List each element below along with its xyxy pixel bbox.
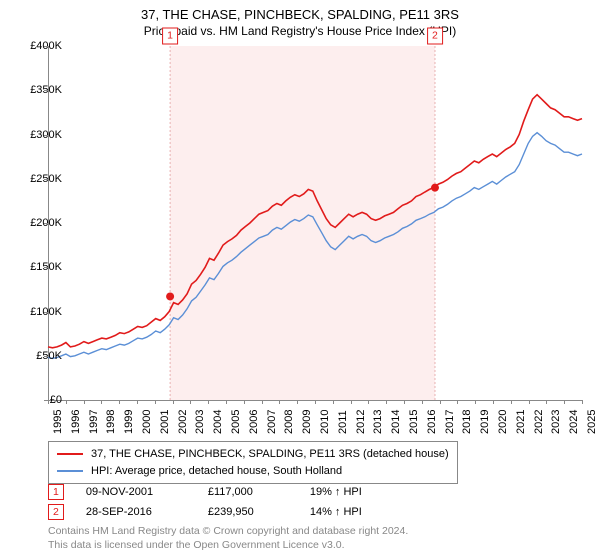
x-axis-tick-label: 2014 [390,410,402,434]
legend-item: HPI: Average price, detached house, Sout… [57,463,449,480]
x-axis-tick-label: 2001 [159,410,171,434]
legend-item: 37, THE CHASE, PINCHBECK, SPALDING, PE11… [57,446,449,463]
x-axis-tick-label: 2006 [248,410,260,434]
transaction-marker: 2 [48,504,64,521]
x-axis-tick-label: 2019 [479,410,491,434]
x-axis-tick-label: 2010 [319,410,331,434]
x-axis-tick-label: 2024 [568,410,580,434]
x-axis-tick-label: 2005 [230,410,242,434]
x-axis-tick-label: 2000 [141,410,153,434]
x-axis-tick-label: 2015 [408,410,420,434]
chart-subtitle: Price paid vs. HM Land Registry's House … [0,24,600,42]
transaction-date: 28-SEP-2016 [86,506,186,518]
x-axis-tick-label: 2013 [372,410,384,434]
transaction-dot [166,292,174,300]
transaction-marker: 1 [162,28,178,45]
x-axis-tick-label: 1995 [52,410,64,434]
x-axis-tick-label: 2025 [586,410,598,434]
x-axis-tick-label: 2009 [301,410,313,434]
x-axis-tick-label: 1996 [70,410,82,434]
x-axis-tick-label: 2002 [177,410,189,434]
y-axis-tick-label: £200K [18,217,62,229]
x-axis-tick-label: 2023 [550,410,562,434]
x-axis-tick-label: 2008 [283,410,295,434]
x-axis-tick-label: 2017 [444,410,456,434]
x-axis-tick-label: 2022 [533,410,545,434]
y-axis-tick-label: £50K [18,350,62,362]
transaction-dot [431,184,439,192]
legend-swatch [57,470,83,472]
transaction-table: 1 09-NOV-2001 £117,000 19% ↑ HPI 2 28-SEP-201… [48,482,400,522]
x-axis-tick-label: 2018 [461,410,473,434]
chart-container: 37, THE CHASE, PINCHBECK, SPALDING, PE11… [0,0,600,560]
x-axis-tick-label: 1997 [88,410,100,434]
footnote-line: This data is licensed under the Open Gov… [48,538,408,552]
x-axis-tick-label: 2021 [515,410,527,434]
footnote: Contains HM Land Registry data © Crown c… [48,524,408,552]
y-axis-tick-label: £300K [18,129,62,141]
y-axis-tick-label: £250K [18,173,62,185]
plot-svg [48,46,582,400]
transaction-price: £117,000 [208,486,288,498]
x-axis-tick-label: 2007 [266,410,278,434]
x-axis-tick-label: 1999 [123,410,135,434]
x-axis-tick-label: 2012 [355,410,367,434]
x-axis-tick-label: 2011 [337,410,349,434]
x-axis-tick-label: 2020 [497,410,509,434]
transaction-date: 09-NOV-2001 [86,486,186,498]
y-axis-tick-label: £350K [18,84,62,96]
y-axis-tick-label: £0 [18,394,62,406]
chart-title: 37, THE CHASE, PINCHBECK, SPALDING, PE11… [0,0,600,24]
transaction-row: 2 28-SEP-2016 £239,950 14% ↑ HPI [48,502,400,522]
x-axis-tick-label: 2016 [426,410,438,434]
transaction-pct: 19% ↑ HPI [310,486,400,498]
transaction-pct: 14% ↑ HPI [310,506,400,518]
x-axis-tick-label: 1998 [105,410,117,434]
legend-label: HPI: Average price, detached house, Sout… [91,463,342,480]
legend-swatch [57,453,83,455]
y-axis-tick-label: £150K [18,261,62,273]
transaction-marker: 2 [427,28,443,45]
y-axis-tick-label: £400K [18,40,62,52]
transaction-marker: 1 [48,484,64,501]
legend: 37, THE CHASE, PINCHBECK, SPALDING, PE11… [48,441,458,484]
footnote-line: Contains HM Land Registry data © Crown c… [48,524,408,538]
x-axis-tick-label: 2003 [194,410,206,434]
x-axis-tick-label: 2004 [212,410,224,434]
transaction-row: 1 09-NOV-2001 £117,000 19% ↑ HPI [48,482,400,502]
transaction-price: £239,950 [208,506,288,518]
legend-label: 37, THE CHASE, PINCHBECK, SPALDING, PE11… [91,446,449,463]
y-axis-tick-label: £100K [18,306,62,318]
